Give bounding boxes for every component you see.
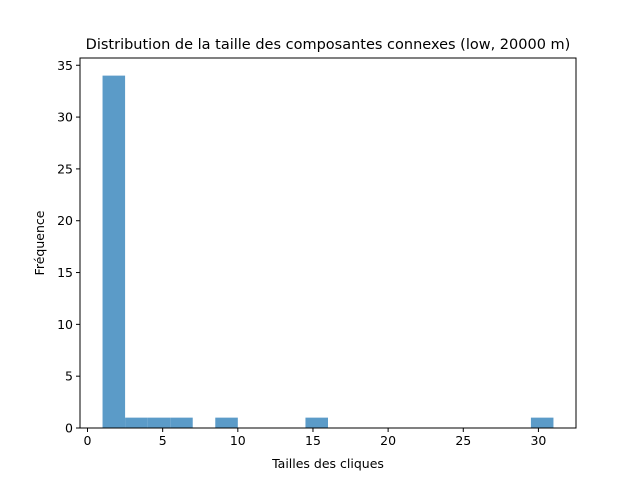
histogram-bar bbox=[215, 417, 238, 428]
chart-title: Distribution de la taille des composante… bbox=[86, 37, 571, 53]
x-axis-label: Tailles des cliques bbox=[271, 456, 384, 471]
y-tick-label: 25 bbox=[57, 161, 73, 176]
y-tick-label: 15 bbox=[57, 265, 73, 280]
x-tick-label: 20 bbox=[380, 433, 396, 448]
histogram-bar bbox=[170, 417, 193, 428]
y-axis-ticks: 0 5 10 15 20 25 30 35 bbox=[57, 58, 80, 436]
x-tick-label: 5 bbox=[159, 433, 167, 448]
bars-group bbox=[102, 75, 554, 428]
y-tick-label: 0 bbox=[65, 421, 73, 436]
y-tick-label: 30 bbox=[57, 110, 73, 125]
y-axis-label: Fréquence bbox=[32, 210, 47, 275]
y-tick-label: 35 bbox=[57, 58, 73, 73]
y-tick-label: 10 bbox=[57, 317, 73, 332]
x-tick-label: 0 bbox=[84, 433, 92, 448]
x-tick-label: 10 bbox=[230, 433, 246, 448]
histogram-bar bbox=[147, 417, 171, 428]
x-tick-label: 25 bbox=[455, 433, 471, 448]
histogram-bar bbox=[102, 75, 126, 428]
histogram-bar bbox=[530, 417, 554, 428]
histogram-bar bbox=[125, 417, 148, 428]
y-tick-label: 5 bbox=[65, 369, 73, 384]
x-axis-ticks: 0 5 10 15 20 25 30 bbox=[84, 428, 546, 448]
plot-frame bbox=[79, 57, 577, 429]
y-tick-label: 20 bbox=[57, 213, 73, 228]
x-tick-label: 15 bbox=[305, 433, 321, 448]
x-tick-label: 30 bbox=[530, 433, 546, 448]
histogram-bar bbox=[305, 417, 328, 428]
